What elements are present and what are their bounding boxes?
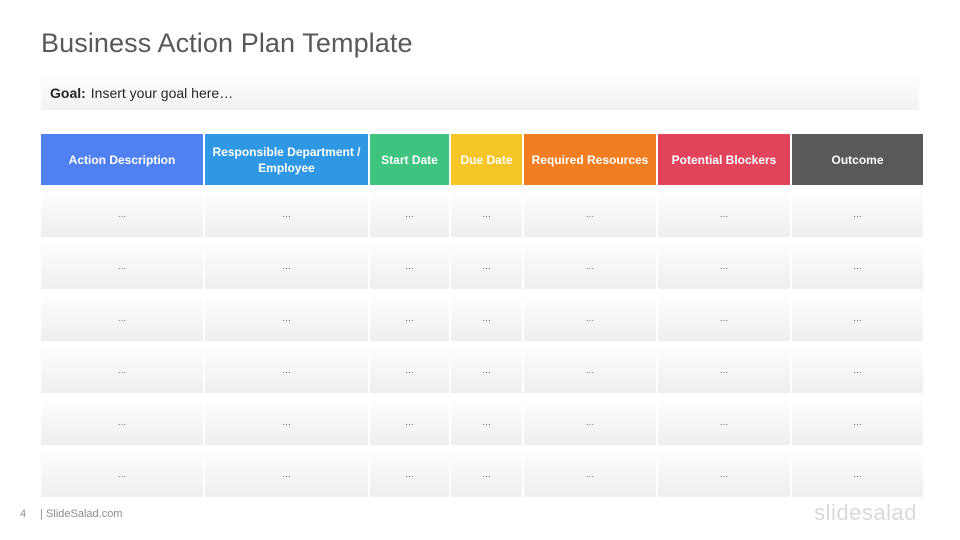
column-header: Required Resources (524, 134, 656, 185)
goal-bar: Goal: Insert your goal here… (41, 75, 919, 110)
table-cell: … (451, 398, 522, 445)
column-header: Start Date (370, 134, 449, 185)
table-cell: … (370, 346, 449, 393)
table-cell: … (205, 294, 368, 341)
action-plan-table: Action Description Responsible Department… (41, 134, 923, 497)
column-header: Action Description (41, 134, 203, 185)
table-cell: … (205, 398, 368, 445)
table-cell: … (451, 242, 522, 289)
table-cell: … (370, 398, 449, 445)
brand-logo: slidesalad (814, 500, 917, 525)
table-cell: … (370, 190, 449, 237)
table-cell: … (205, 190, 368, 237)
column-header: Due Date (451, 134, 522, 185)
table-cell: … (205, 346, 368, 393)
table-cell: … (451, 190, 522, 237)
table-cell: … (205, 450, 368, 497)
footer: 4 | SlideSalad.com (20, 508, 122, 520)
table-cell: … (658, 242, 790, 289)
table-cell: … (524, 190, 656, 237)
table-cell: … (524, 242, 656, 289)
table-cell: … (792, 294, 923, 341)
column-header: Potential Blockers (658, 134, 790, 185)
table-cell: … (658, 450, 790, 497)
table-cell: … (370, 450, 449, 497)
table-cell: … (658, 398, 790, 445)
table-cell: … (792, 398, 923, 445)
column-header: Outcome (792, 134, 923, 185)
table-cell: … (41, 242, 203, 289)
table-cell: … (658, 190, 790, 237)
goal-text: Insert your goal here… (90, 84, 234, 101)
table-cell: … (41, 450, 203, 497)
table-cell: … (41, 294, 203, 341)
table-cell: … (41, 346, 203, 393)
table-cell: … (524, 346, 656, 393)
table-cell: … (792, 190, 923, 237)
table-cell: … (524, 398, 656, 445)
table-cell: … (451, 346, 522, 393)
table-cell: … (792, 346, 923, 393)
table-cell: … (370, 294, 449, 341)
page-number: 4 (20, 508, 27, 520)
table-cell: … (41, 190, 203, 237)
slide-title: Business Action Plan Template (41, 28, 413, 58)
table-cell: … (524, 450, 656, 497)
table-cell: … (524, 294, 656, 341)
table-cell: … (792, 242, 923, 289)
footer-source: | SlideSalad.com (40, 508, 123, 520)
table-cell: … (370, 242, 449, 289)
column-header: Responsible Department / Employee (205, 134, 368, 185)
table-cell: … (451, 294, 522, 341)
table-cell: … (658, 294, 790, 341)
table-cell: … (451, 450, 522, 497)
goal-label: Goal: (50, 84, 86, 101)
table-cell: … (792, 450, 923, 497)
table-cell: … (205, 242, 368, 289)
table-cell: … (658, 346, 790, 393)
table-cell: … (41, 398, 203, 445)
